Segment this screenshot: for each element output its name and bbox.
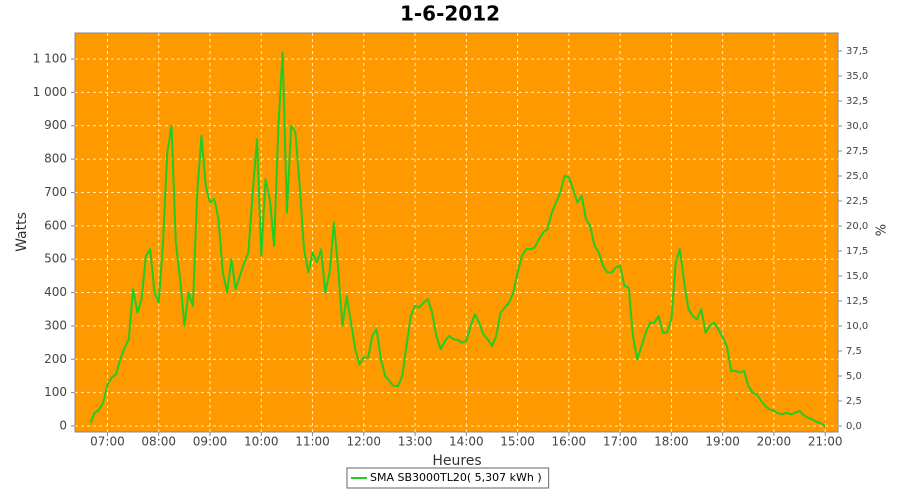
x-tick-label: 14:00 bbox=[449, 435, 484, 449]
x-tick-label: 13:00 bbox=[398, 435, 433, 449]
y2-tick-label: 15,0 bbox=[846, 271, 868, 282]
plot-area bbox=[74, 32, 839, 433]
x-tick-label: 21:00 bbox=[808, 435, 843, 449]
x-tick-label: 08:00 bbox=[141, 435, 176, 449]
x-tick-label: 16:00 bbox=[552, 435, 587, 449]
x-tick-label: 20:00 bbox=[757, 435, 792, 449]
data-line bbox=[89, 51, 826, 427]
y-tick-label: 200 bbox=[44, 352, 67, 366]
x-tick-label: 09:00 bbox=[193, 435, 228, 449]
x-axis-label: Heures bbox=[432, 453, 481, 469]
y-tick-label: 400 bbox=[44, 285, 67, 299]
y-axis-label: Watts bbox=[14, 212, 30, 252]
y2-tick-label: 10,0 bbox=[846, 321, 868, 332]
y2-tick-label: 37,5 bbox=[846, 46, 868, 57]
y-tick-label: 600 bbox=[44, 218, 67, 232]
y-tick-label: 1 000 bbox=[33, 85, 67, 99]
y2-tick-label: 12,5 bbox=[846, 296, 868, 307]
y-tick-label: 1 100 bbox=[33, 52, 67, 66]
y2-tick-label: 27,5 bbox=[846, 146, 868, 157]
y-tick-label: 800 bbox=[44, 152, 67, 166]
y2-tick-label: 17,5 bbox=[846, 246, 868, 257]
y2-tick-label: 32,5 bbox=[846, 96, 868, 107]
legend-box bbox=[346, 467, 550, 489]
y-tick-label: 500 bbox=[44, 252, 67, 266]
y2-tick-label: 35,0 bbox=[846, 71, 868, 82]
y2-tick-label: 5,0 bbox=[846, 371, 862, 382]
x-tick-label: 17:00 bbox=[603, 435, 638, 449]
y-tick-label: 300 bbox=[44, 318, 67, 332]
legend: SMA SB3000TL20( 5,307 kWh ) bbox=[346, 467, 550, 489]
x-tick-label: 12:00 bbox=[346, 435, 381, 449]
y-tick-label: 0 bbox=[59, 418, 67, 432]
y-tick-label: 900 bbox=[44, 118, 67, 132]
x-tick-label: 07:00 bbox=[90, 435, 125, 449]
y2-tick-label: 0,0 bbox=[846, 421, 862, 432]
x-tick-label: 10:00 bbox=[244, 435, 279, 449]
y2-tick-label: 25,0 bbox=[846, 171, 868, 182]
y2-axis-label: % bbox=[875, 224, 890, 236]
x-tick-label: 18:00 bbox=[654, 435, 689, 449]
y2-tick-label: 30,0 bbox=[846, 121, 868, 132]
y2-tick-label: 2,5 bbox=[846, 396, 862, 407]
y-tick-label: 100 bbox=[44, 385, 67, 399]
y-tick-label: 700 bbox=[44, 185, 67, 199]
x-tick-label: 19:00 bbox=[705, 435, 740, 449]
y2-tick-label: 20,0 bbox=[846, 221, 868, 232]
y2-tick-label: 7,5 bbox=[846, 346, 862, 357]
x-tick-label: 11:00 bbox=[295, 435, 330, 449]
y2-tick-label: 22,5 bbox=[846, 196, 868, 207]
x-tick-label: 15:00 bbox=[500, 435, 535, 449]
chart-title: 1-6-2012 bbox=[400, 2, 500, 26]
legend-label: SMA SB3000TL20( 5,307 kWh ) bbox=[370, 471, 542, 484]
